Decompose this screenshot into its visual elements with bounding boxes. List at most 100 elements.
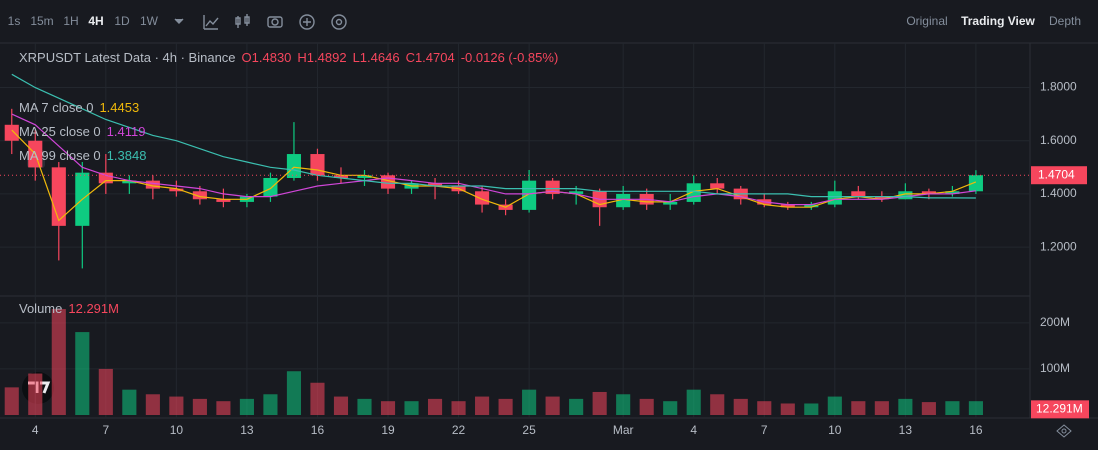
volume-bar — [357, 398, 372, 415]
volume-bar — [874, 401, 889, 415]
view-tab[interactable]: Original — [906, 14, 947, 28]
volume-bar — [827, 396, 842, 415]
volume-bar — [569, 398, 584, 415]
view-tab[interactable]: Trading View — [961, 14, 1035, 28]
settings-button-dot — [1061, 428, 1067, 434]
settings-icon[interactable] — [331, 14, 347, 30]
x-tick-label: 13 — [899, 423, 913, 437]
x-tick-label: 7 — [761, 423, 768, 437]
dropdown-icon[interactable] — [174, 18, 184, 24]
y-tick-label: 1.8000 — [1040, 80, 1077, 94]
y-tick-label: 1.6000 — [1040, 133, 1077, 147]
x-tick-label: 16 — [969, 423, 983, 437]
candle-body — [216, 199, 231, 202]
candle-body — [98, 172, 113, 184]
volume-last-tag — [1031, 400, 1089, 419]
view-tab[interactable]: Depth — [1049, 14, 1081, 28]
candle-body — [286, 154, 302, 178]
volume-bar — [663, 401, 678, 415]
candle-body — [310, 154, 325, 176]
candle-body — [686, 183, 701, 202]
volume-bar — [921, 402, 936, 415]
ma-value: 1.3848 — [106, 148, 147, 163]
interval-button[interactable]: 1H — [63, 14, 78, 28]
candle-body — [874, 196, 889, 200]
volume-bar — [804, 403, 819, 415]
x-tick-label: 16 — [311, 423, 325, 437]
main-legend: XRPUSDT Latest Data · 4h · Binance O1.48… — [19, 50, 558, 65]
candle-body — [263, 177, 278, 197]
x-tick-label: Mar — [613, 423, 634, 437]
y-tick-label: 1.4000 — [1040, 186, 1077, 200]
ma-name: MA 25 close 0 — [19, 124, 101, 139]
volume-tick-label: 100M — [1040, 361, 1070, 375]
volume-bar — [122, 389, 137, 415]
screenshot-icon[interactable] — [267, 16, 283, 28]
volume-bar — [404, 401, 419, 415]
interval-button[interactable]: 1D — [114, 14, 130, 28]
volume-bar — [75, 332, 90, 415]
interval-button[interactable]: 1s — [8, 14, 21, 28]
indicator-icon[interactable] — [203, 15, 219, 30]
volume-bar — [945, 401, 960, 415]
volume-bar — [427, 398, 443, 415]
volume-bar — [51, 309, 66, 415]
volume-bar — [286, 371, 302, 415]
settings-center — [335, 18, 343, 26]
ma-legend: MA 7 close 0 1.4453 — [19, 100, 139, 115]
candle-body — [475, 191, 490, 205]
candle-body — [945, 191, 960, 194]
ma-legend: MA 99 close 0 1.3848 — [19, 148, 146, 163]
last-price-tag — [1031, 166, 1087, 185]
candle-body — [4, 124, 19, 141]
candle-body — [921, 191, 936, 194]
volume-bar — [686, 389, 701, 415]
x-tick-label: 10 — [828, 423, 842, 437]
volume-bar — [98, 368, 113, 415]
ma-value: 1.4119 — [106, 124, 146, 139]
y-tick-label: 1.2000 — [1040, 239, 1077, 253]
candle-body — [780, 204, 795, 208]
volume-bar — [757, 401, 772, 415]
volume-bar — [968, 401, 983, 415]
ma-line — [11, 73, 976, 199]
add-plus — [303, 18, 311, 26]
x-tick-label: 4 — [32, 423, 39, 437]
candle-body — [569, 191, 584, 194]
ma-value: 1.4453 — [99, 100, 140, 115]
ma-legend: MA 25 close 0 1.4119 — [19, 124, 145, 139]
candle-body — [333, 175, 349, 178]
volume-bar — [28, 373, 43, 415]
ohlc-open: O1.4830 — [241, 50, 292, 65]
volume-bar — [616, 394, 631, 415]
volume-bar — [4, 387, 19, 415]
last-price-label: 1.4704 — [1038, 167, 1075, 181]
interval-button[interactable]: 4H — [88, 14, 103, 28]
volume-bar — [545, 396, 560, 415]
volume-bar — [733, 398, 748, 415]
volume-legend: Volume 12.291M — [19, 301, 119, 316]
volume-bar — [498, 398, 513, 415]
interval-button[interactable]: 1W — [140, 14, 159, 28]
candle-body — [122, 180, 137, 184]
volume-bar — [216, 401, 231, 415]
add-icon[interactable] — [299, 14, 315, 30]
ma-name: MA 99 close 0 — [19, 148, 101, 163]
x-tick-label: 7 — [102, 423, 109, 437]
settings-button[interactable] — [1056, 424, 1072, 438]
interval-button[interactable]: 15m — [30, 14, 53, 28]
candle-body — [51, 167, 66, 226]
candle-body — [804, 204, 819, 208]
ohlc-close: C1.4704 — [405, 50, 455, 65]
volume-value: 12.291M — [68, 301, 119, 316]
volume-last-label: 12.291M — [1036, 402, 1083, 416]
volume-bar — [780, 403, 795, 415]
ohlc-change: -0.0126 (-0.85%) — [460, 50, 559, 65]
ohlc-low: L1.4646 — [352, 50, 400, 65]
candle-body — [898, 191, 913, 200]
candle-style-icon[interactable] — [235, 14, 250, 28]
candle-body — [427, 183, 443, 186]
